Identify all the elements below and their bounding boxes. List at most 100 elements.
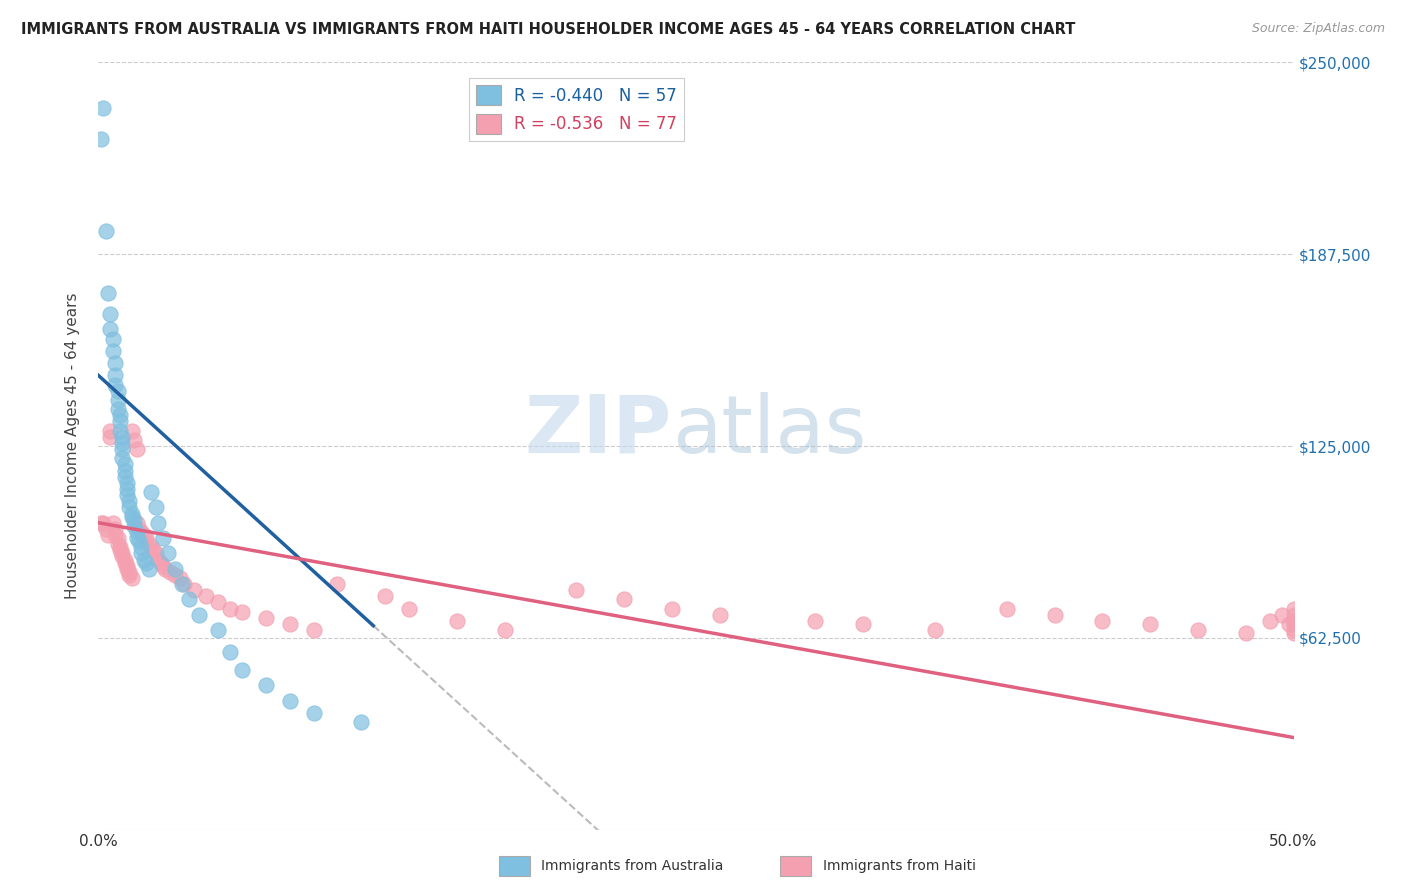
Point: [398, 601, 420, 615]
Point: [207, 623, 229, 637]
Point: [179, 592, 201, 607]
Point: [1091, 614, 1114, 628]
Point: [1278, 617, 1301, 632]
Point: [1282, 626, 1305, 640]
Point: [108, 414, 131, 428]
Point: [101, 516, 124, 530]
Point: [104, 356, 127, 370]
Point: [1282, 614, 1305, 628]
Point: [90, 516, 112, 530]
Point: [254, 678, 277, 692]
Point: [183, 583, 205, 598]
Point: [108, 543, 131, 558]
Point: [101, 343, 124, 358]
Point: [142, 543, 165, 558]
Point: [108, 409, 131, 423]
Point: [111, 546, 134, 560]
Point: [101, 332, 124, 346]
Point: [135, 556, 157, 570]
Point: [138, 537, 160, 551]
Point: [91, 516, 114, 530]
Point: [219, 644, 242, 658]
Point: [114, 464, 136, 478]
Point: [163, 562, 186, 576]
Point: [159, 565, 181, 579]
Point: [111, 436, 134, 450]
Point: [121, 424, 143, 438]
Text: Source: ZipAtlas.com: Source: ZipAtlas.com: [1251, 22, 1385, 36]
Point: [90, 132, 112, 146]
Point: [231, 663, 253, 677]
Point: [1271, 607, 1294, 622]
Point: [138, 562, 160, 576]
Y-axis label: Householder Income Ages 45 - 64 years: Householder Income Ages 45 - 64 years: [65, 293, 80, 599]
Point: [1258, 614, 1281, 628]
Point: [709, 607, 731, 622]
Point: [108, 541, 131, 555]
Point: [350, 715, 373, 730]
Point: [1282, 617, 1305, 632]
Point: [152, 531, 174, 545]
Point: [125, 442, 148, 456]
Point: [924, 623, 946, 637]
Point: [124, 433, 146, 447]
Point: [128, 522, 150, 536]
Point: [446, 614, 468, 628]
Point: [131, 524, 153, 539]
Point: [118, 494, 141, 508]
Point: [278, 617, 301, 632]
Point: [121, 571, 143, 585]
Point: [148, 552, 170, 566]
Point: [114, 552, 136, 566]
Point: [107, 392, 129, 407]
Point: [1139, 617, 1161, 632]
Point: [219, 601, 242, 615]
Point: [139, 485, 162, 500]
Point: [139, 541, 162, 555]
Point: [565, 583, 588, 598]
Point: [111, 549, 134, 564]
Point: [121, 507, 143, 521]
Point: [1282, 623, 1305, 637]
Point: [94, 224, 117, 238]
Point: [115, 558, 138, 573]
Point: [115, 488, 138, 502]
Point: [111, 442, 134, 456]
Point: [131, 546, 153, 560]
Point: [254, 611, 277, 625]
Point: [132, 552, 155, 566]
Point: [145, 500, 167, 515]
Point: [326, 577, 349, 591]
Point: [115, 562, 138, 576]
Point: [278, 694, 301, 708]
Point: [172, 577, 194, 591]
Point: [302, 623, 325, 637]
Point: [124, 513, 146, 527]
Point: [111, 430, 134, 444]
Point: [152, 558, 174, 573]
Point: [187, 607, 209, 622]
Point: [131, 541, 153, 555]
Point: [852, 617, 875, 632]
Point: [97, 528, 120, 542]
Point: [124, 518, 146, 533]
Point: [125, 524, 148, 539]
Point: [125, 516, 148, 530]
Point: [98, 424, 122, 438]
Point: [104, 377, 127, 392]
Point: [107, 531, 129, 545]
Point: [1282, 607, 1305, 622]
Point: [374, 590, 396, 604]
Point: [995, 601, 1018, 615]
Point: [1043, 607, 1066, 622]
Point: [97, 285, 120, 300]
Point: [115, 475, 138, 490]
Point: [98, 430, 122, 444]
Point: [94, 522, 117, 536]
Point: [107, 537, 129, 551]
Point: [115, 482, 138, 496]
Point: [118, 565, 141, 579]
Point: [163, 567, 186, 582]
Point: [145, 546, 167, 560]
Point: [98, 322, 122, 336]
